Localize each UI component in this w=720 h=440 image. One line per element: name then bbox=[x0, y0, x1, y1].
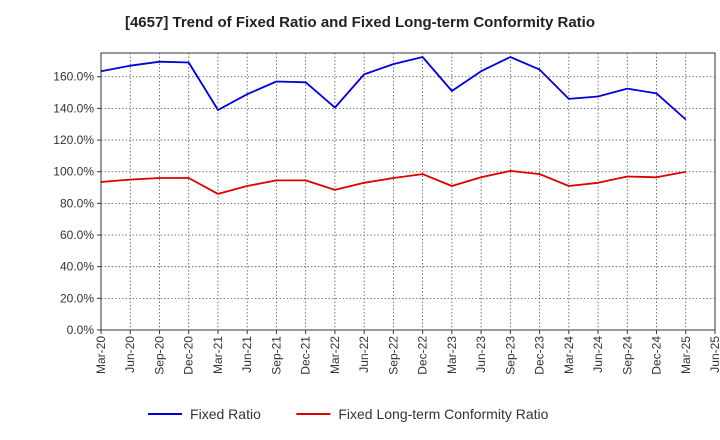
y-tick-label: 140.0% bbox=[53, 101, 94, 115]
x-tick-label: Jun-21 bbox=[240, 336, 254, 373]
x-tick-label: Sep-22 bbox=[386, 336, 400, 375]
x-tick-label: Mar-24 bbox=[562, 336, 576, 374]
x-tick-label: Dec-21 bbox=[299, 336, 313, 375]
fixed-long-term-conformity-ratio-line bbox=[100, 169, 686, 195]
y-tick-label: 80.0% bbox=[60, 196, 94, 210]
y-tick-label: 0.0% bbox=[67, 323, 95, 337]
x-tick-label: Sep-20 bbox=[152, 336, 166, 375]
plot-area bbox=[100, 52, 716, 331]
x-tick-label: Mar-20 bbox=[94, 336, 108, 374]
x-tick-label: Mar-25 bbox=[679, 336, 693, 374]
fixed-long-term-conformity-ratio-legend-label: Fixed Long-term Conformity Ratio bbox=[338, 406, 548, 422]
x-tick-label: Dec-22 bbox=[416, 336, 430, 375]
y-tick-label: 20.0% bbox=[60, 291, 94, 305]
x-tick-label: Mar-21 bbox=[211, 336, 225, 374]
x-tick-label: Dec-24 bbox=[650, 336, 664, 375]
x-tick-label: Mar-22 bbox=[328, 336, 342, 374]
x-tick-label: Mar-23 bbox=[445, 336, 459, 374]
x-tick-label: Sep-23 bbox=[503, 336, 517, 375]
y-tick-label: 160.0% bbox=[53, 70, 94, 84]
x-tick-label: Sep-24 bbox=[620, 336, 634, 375]
x-tick-label: Jun-20 bbox=[123, 336, 137, 373]
y-tick-label: 120.0% bbox=[53, 133, 94, 147]
x-tick-label: Jun-23 bbox=[474, 336, 488, 373]
fixed-ratio-legend-label: Fixed Ratio bbox=[190, 406, 261, 422]
y-tick-label: 40.0% bbox=[60, 260, 94, 274]
x-tick-label: Jun-25 bbox=[708, 336, 720, 373]
chart-title: [4657] Trend of Fixed Ratio and Fixed Lo… bbox=[124, 14, 596, 31]
x-tick-label: Dec-23 bbox=[533, 336, 547, 375]
x-tick-label: Sep-21 bbox=[269, 336, 283, 375]
x-tick-label: Dec-20 bbox=[182, 336, 196, 375]
fixed-ratio-line bbox=[100, 56, 687, 121]
y-tick-label: 60.0% bbox=[60, 228, 94, 242]
y-tick-label: 100.0% bbox=[53, 165, 94, 179]
x-tick-label: Jun-24 bbox=[591, 336, 605, 373]
x-tick-label: Jun-22 bbox=[357, 336, 371, 373]
